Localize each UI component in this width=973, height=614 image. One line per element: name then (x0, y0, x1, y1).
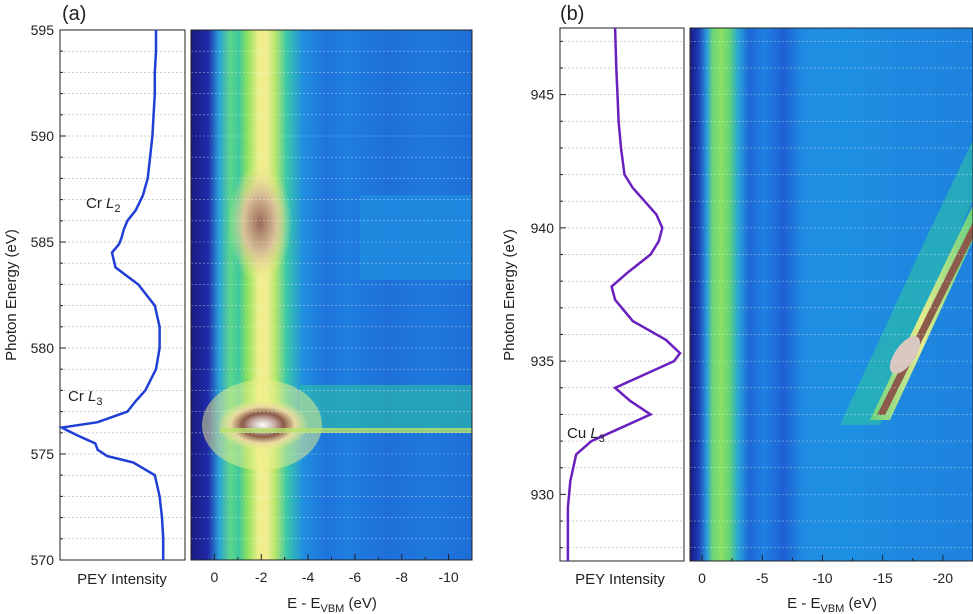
xaxis-a: 0 -2 -4 -6 -8 -10 (211, 554, 459, 585)
resonance-l3-streak (220, 428, 472, 433)
ytick-label: 945 (531, 87, 555, 103)
yaxis-a: 570 575 580 585 590 595 (31, 22, 66, 568)
annotation-cu-l3: Cu L3 (567, 425, 605, 445)
xlabel-heatmap-b: E - EVBM (eV) (787, 595, 877, 614)
ylabel-a: Photon Energy (eV) (3, 229, 20, 361)
ytick-label: 570 (31, 552, 55, 568)
ytick-label: 935 (531, 353, 555, 369)
pey-curve-cr (58, 30, 165, 560)
annotation-cr-l2: Cr L2 (86, 195, 120, 215)
ytick-label: 940 (531, 220, 555, 236)
xtick-label: -6 (349, 569, 362, 585)
resonance-l2 (228, 163, 292, 283)
ytick-label: 585 (31, 234, 55, 250)
pey-frame-b (559, 27, 685, 562)
gridlines-b (560, 40, 684, 549)
xlabel-pey-a: PEY Intensity (77, 571, 167, 588)
ytick-label: 595 (31, 22, 55, 38)
xlabel-pey-b: PEY Intensity (575, 571, 665, 588)
xtick-label: 0 (698, 570, 706, 586)
ylabel-b: Photon Energy (eV) (501, 229, 518, 361)
heatmap-b-frame (689, 27, 973, 562)
ytick-label: 590 (31, 128, 55, 144)
ytick-label: 575 (31, 446, 55, 462)
pey-curve-cu (566, 27, 682, 561)
annotation-cr-l3: Cr L3 (68, 388, 102, 408)
panel-label-b: (b) (560, 3, 584, 25)
heatmap-panel-b: 0 -5 -10 -15 -20 E - EVBM (eV) (689, 27, 973, 614)
heatmap-panel-a: 0 -2 -4 -6 -8 -10 E - EVBM (eV) (190, 29, 473, 614)
xtick-label: -5 (756, 570, 769, 586)
xtick-label: -15 (873, 570, 893, 586)
gridlines-a (60, 29, 185, 561)
auger-hotspot (889, 336, 921, 374)
pey-panel-b: 930 935 940 945 Cu L3 Photon Energy (eV) PE… (501, 27, 685, 588)
xtick-label: -4 (302, 569, 315, 585)
heatmap-a-sideband-1 (360, 195, 472, 280)
xaxis-b: 0 -5 -10 -15 -20 (698, 555, 953, 586)
xtick-label: -10 (812, 570, 832, 586)
heatmap-b-gridlines (690, 41, 973, 548)
xtick-label: 0 (211, 569, 219, 585)
ytick-label: 930 (531, 486, 555, 502)
ytick-label: 580 (31, 340, 55, 356)
heatmap-a-gridlines (191, 30, 472, 560)
yaxis-b: 930 935 940 945 (531, 40, 566, 549)
xtick-label: -8 (396, 569, 409, 585)
resonance-l3 (217, 399, 309, 451)
auger-glow (840, 140, 973, 425)
xlabel-heatmap-a: E - EVBM (eV) (287, 595, 377, 614)
xtick-label: -20 (933, 570, 953, 586)
xtick-label: -2 (255, 569, 268, 585)
xtick-label: -10 (438, 569, 458, 585)
pey-frame-a (59, 29, 186, 561)
heatmap-a-sideband-2 (300, 385, 472, 430)
pey-panel-a: 570 575 580 585 590 595 Cr L2 Cr L3 Photon En… (3, 22, 186, 588)
panel-label-a: (a) (62, 3, 86, 25)
heatmap-a-background (191, 30, 472, 560)
